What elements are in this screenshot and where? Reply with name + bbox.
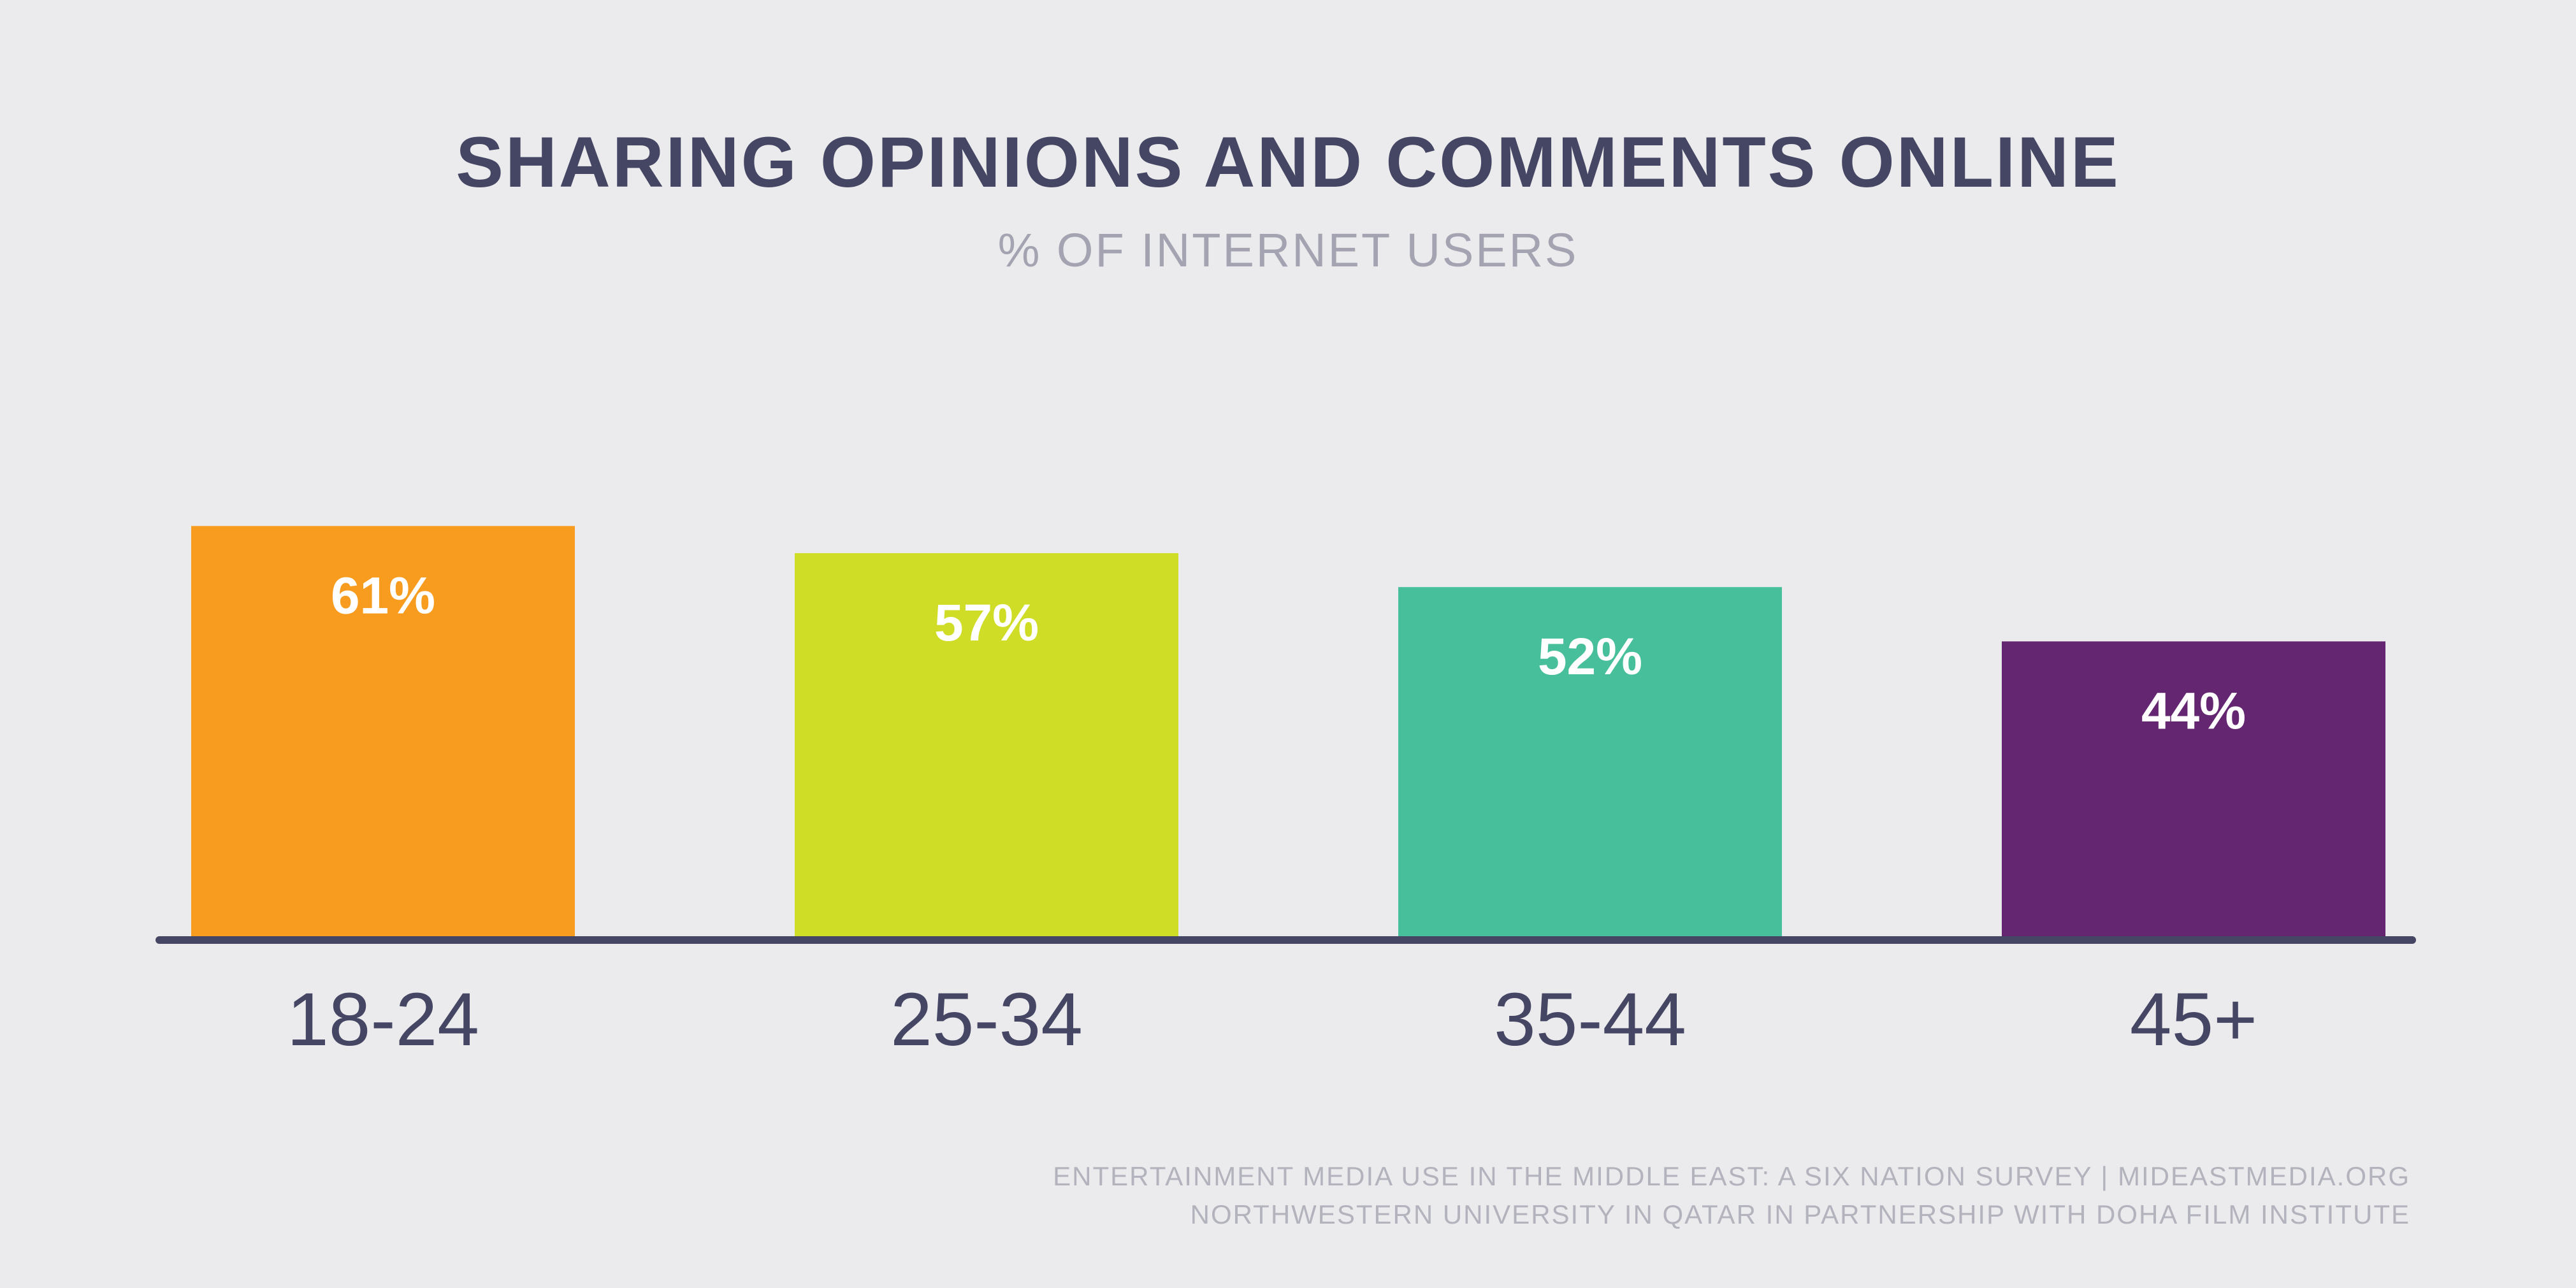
data-label-25-34: 57% (934, 594, 1039, 652)
bar-25-34 (795, 553, 1178, 940)
chart-subtitle: % OF INTERNET USERS (997, 224, 1579, 277)
x-tick-label-45+: 45+ (2130, 978, 2257, 1062)
bar-45+ (2002, 641, 2385, 940)
source-line-1: ENTERTAINMENT MEDIA USE IN THE MIDDLE EA… (1053, 1161, 2410, 1191)
data-label-45+: 44% (2141, 682, 2246, 740)
x-tick-label-18-24: 18-24 (287, 978, 479, 1062)
x-tick-label-25-34: 25-34 (890, 978, 1083, 1062)
bar-18-24 (191, 526, 575, 940)
chart-title: SHARING OPINIONS AND COMMENTS ONLINE (456, 122, 2120, 202)
source-line-2: NORTHWESTERN UNIVERSITY IN QATAR IN PART… (1190, 1199, 2410, 1229)
bar-35-44 (1398, 587, 1782, 940)
data-label-18-24: 61% (331, 567, 435, 625)
x-tick-label-35-44: 35-44 (1494, 978, 1686, 1062)
data-label-35-44: 52% (1538, 628, 1642, 686)
